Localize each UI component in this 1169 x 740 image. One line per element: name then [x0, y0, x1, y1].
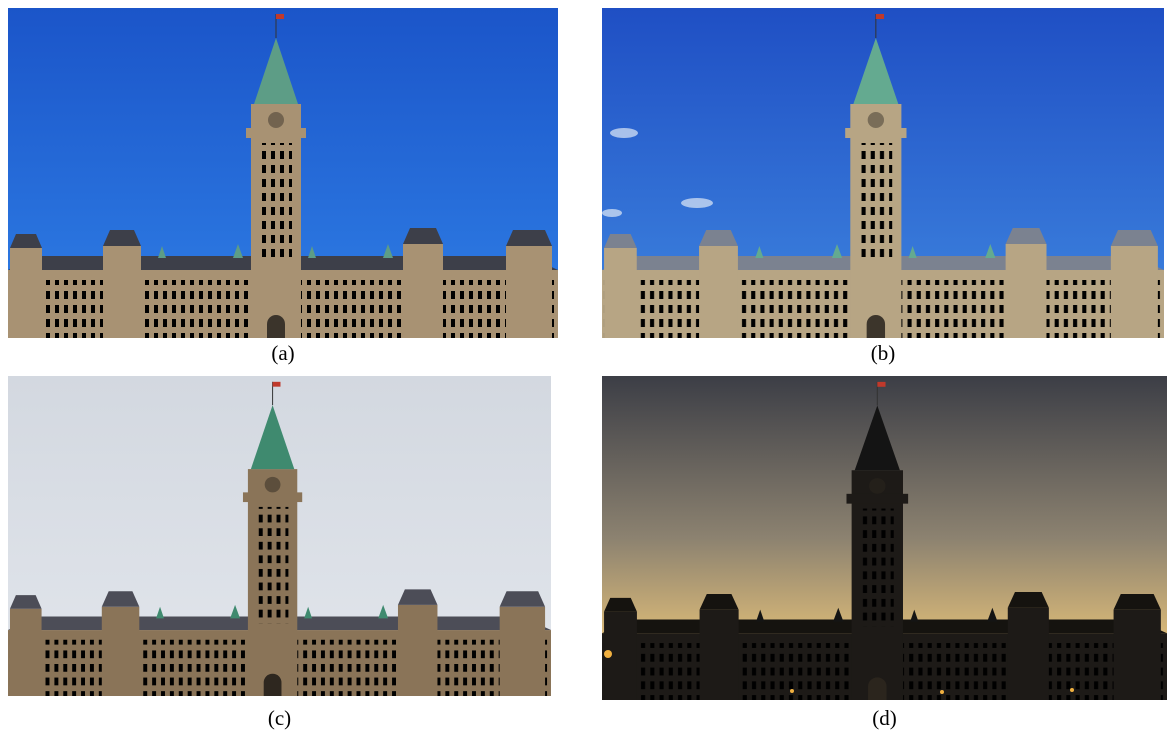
- caption-d: (d): [602, 706, 1167, 731]
- photo-b: [602, 8, 1164, 338]
- caption-c: (c): [8, 706, 551, 731]
- photo-d: [602, 376, 1167, 700]
- photo-c: [8, 376, 551, 696]
- caption-b: (b): [602, 341, 1164, 366]
- caption-a: (a): [8, 341, 558, 366]
- figure: {"figure": {"panels": [{"caption": "(a)"…: [0, 0, 1169, 740]
- photo-a: [8, 8, 558, 338]
